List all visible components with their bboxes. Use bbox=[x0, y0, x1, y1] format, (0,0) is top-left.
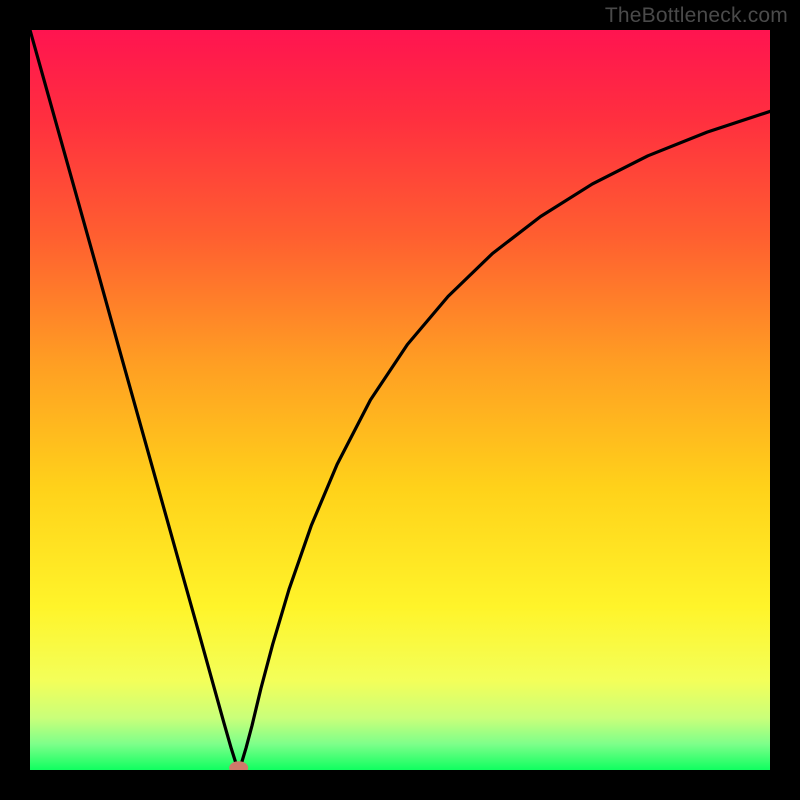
plot-area bbox=[30, 30, 770, 770]
plot-svg bbox=[30, 30, 770, 770]
minimum-marker bbox=[230, 762, 248, 770]
watermark-text: TheBottleneck.com bbox=[605, 4, 788, 28]
bottleneck-curve bbox=[30, 30, 770, 768]
